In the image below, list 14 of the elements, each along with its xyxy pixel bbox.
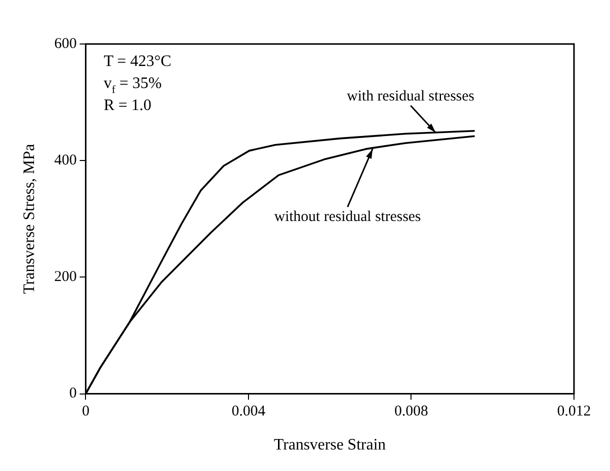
y-tick-label: 0 <box>69 386 77 402</box>
annotation: R = 1.0 <box>104 97 152 114</box>
x-tick-label: 0.012 <box>557 404 591 420</box>
annotation: without residual stresses <box>274 208 422 225</box>
x-tick-label: 0 <box>82 404 90 420</box>
x-tick-label: 0.008 <box>394 404 428 420</box>
y-axis-title: Transverse Stress, MPa <box>20 144 38 294</box>
x-tick-label: 0.004 <box>232 404 266 420</box>
y-tick-label: 200 <box>54 269 77 286</box>
y-tick-label: 600 <box>54 36 77 52</box>
annotation: T = 423°C <box>104 53 172 70</box>
annotation: with residual stresses <box>346 88 475 105</box>
y-tick-label: 400 <box>54 152 77 169</box>
x-axis-title: Transverse Strain <box>274 436 386 454</box>
